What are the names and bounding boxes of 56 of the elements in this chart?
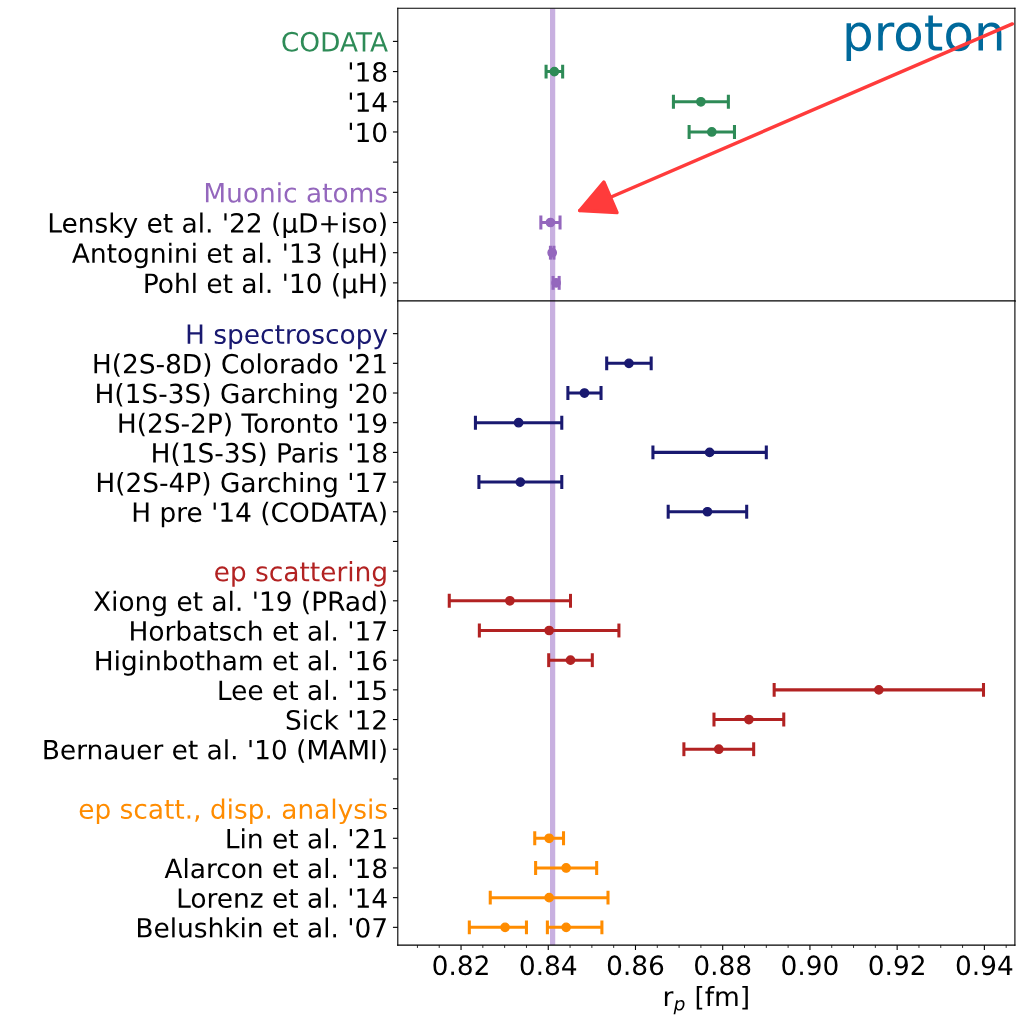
x-tick-label: 0.82 xyxy=(433,955,488,976)
y-tick-label: Lee et al. '15 xyxy=(219,679,386,701)
y-tick-label: ep scattering xyxy=(215,561,386,587)
point xyxy=(704,447,715,458)
point xyxy=(544,833,554,844)
point xyxy=(561,863,572,873)
point xyxy=(513,417,524,428)
point xyxy=(505,595,515,606)
y-tick-label: Belushkin et al. '07 xyxy=(138,917,386,938)
point xyxy=(706,127,717,137)
point xyxy=(713,744,724,755)
y-tick-label: Xiong et al. '19 (PRad) xyxy=(93,590,386,617)
y-tick-label: ep scatt., disp. analysis xyxy=(79,798,387,825)
point xyxy=(515,477,526,487)
point xyxy=(624,358,634,369)
x-tick-label: 0.84 xyxy=(520,955,577,976)
point xyxy=(565,655,576,666)
y-tick-label: H spectroscopy xyxy=(187,324,388,350)
y-tick-label: H pre '14 (CODATA) xyxy=(133,501,386,528)
point xyxy=(561,922,572,933)
point xyxy=(500,922,510,933)
y-tick-label: CODATA xyxy=(282,31,388,52)
point xyxy=(744,714,754,725)
point xyxy=(544,625,554,636)
x-tick-label: 0.94 xyxy=(956,955,1013,976)
point xyxy=(579,388,590,398)
y-tick-label: Lorenz et al. '14 xyxy=(178,887,387,909)
x-tick-label: 0.86 xyxy=(607,955,664,976)
y-tick-label: H(2S-2P) Toronto '19 xyxy=(119,412,387,437)
y-tick-label: Muonic atoms xyxy=(205,182,387,203)
x-tick-label: 0.92 xyxy=(869,955,924,976)
x-tick-label: 0.88 xyxy=(695,955,751,976)
y-tick-label: Sick '12 xyxy=(286,709,386,730)
point xyxy=(702,506,713,517)
y-tick-label: H(1S-3S) Garching '20 xyxy=(97,382,387,409)
y-tick-label: Bernauer et al. '10 (MAMI) xyxy=(44,739,386,763)
y-tick-label: '14 xyxy=(349,92,387,112)
y-tick-label: H(2S-4P) Garching '17 xyxy=(97,472,386,498)
y-tick-label: Alarcon et al. '18 xyxy=(164,857,387,879)
y-tick-label: '18 xyxy=(349,62,387,82)
y-tick-label: Higinbotham et al. '16 xyxy=(96,650,387,676)
point xyxy=(544,892,554,903)
point xyxy=(873,685,884,695)
y-tick-label: Pohl et al. '10 (μH) xyxy=(145,272,386,299)
x-tick-label: 0.90 xyxy=(782,955,838,976)
y-tick-label: Lin et al. '21 xyxy=(227,828,386,849)
point xyxy=(549,66,560,77)
y-tick-label: Lensky et al. '22 (μD+iso) xyxy=(49,212,386,239)
point xyxy=(696,96,706,107)
y-tick-label: H(2S-8D) Colorado '21 xyxy=(94,353,386,377)
y-tick-label: '10 xyxy=(349,122,387,143)
y-tick-label: Horbatsch et al. '17 xyxy=(131,620,386,641)
y-tick-label: Antognini et al. '13 (μH) xyxy=(72,242,386,269)
point xyxy=(545,217,556,228)
y-tick-label: H(1S-3S) Paris '18 xyxy=(153,442,387,466)
x-axis-title: r$_{p}$ [fm] xyxy=(664,985,748,1015)
